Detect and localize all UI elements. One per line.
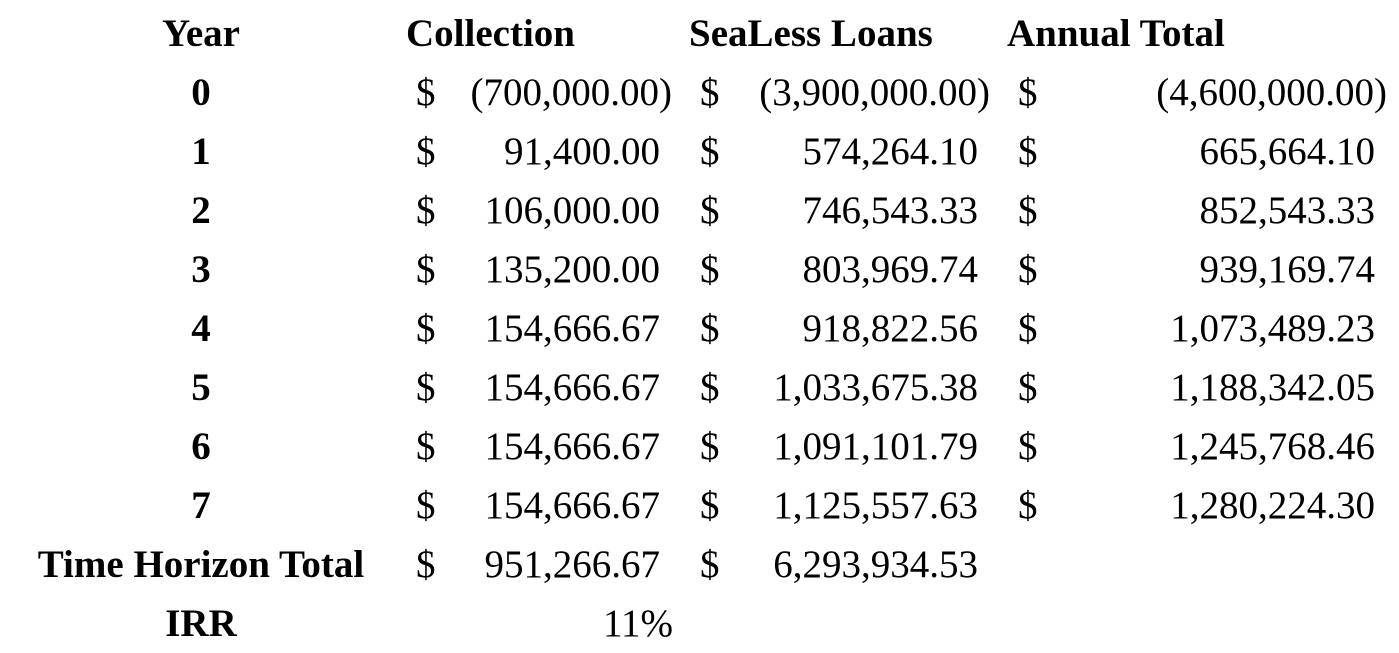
year-cell: 6 <box>191 425 211 468</box>
collection-cell: 154,666.67 <box>484 484 661 527</box>
year-cell: 3 <box>191 248 211 291</box>
currency-symbol: $ <box>1018 307 1038 350</box>
table-row: 2 $ 106,000.00 $ 746,543.33 $ 852,543.33 <box>0 181 1399 240</box>
collection-cell: (700,000.00) <box>470 71 672 114</box>
header-annual-total: Annual Total <box>1007 12 1225 55</box>
currency-symbol: $ <box>1018 484 1038 527</box>
currency-symbol: $ <box>700 248 720 291</box>
sealess-cell: 574,264.10 <box>802 130 979 173</box>
currency-symbol: $ <box>416 248 436 291</box>
table-row: 3 $ 135,200.00 $ 803,969.74 $ 939,169.74 <box>0 240 1399 299</box>
irr-label: IRR <box>165 602 237 645</box>
irr-row: IRR 11% <box>0 594 1399 653</box>
currency-symbol: $ <box>416 543 436 586</box>
currency-symbol: $ <box>700 484 720 527</box>
collection-cell: 154,666.67 <box>484 307 661 350</box>
irr-value: 11% <box>602 602 673 645</box>
total-label: Time Horizon Total <box>37 543 365 586</box>
annual-total-cell: 939,169.74 <box>1199 248 1376 291</box>
currency-symbol: $ <box>416 130 436 173</box>
annual-total-cell: 1,073,489.23 <box>1170 307 1375 350</box>
year-cell: 2 <box>191 189 211 232</box>
table-row: 6 $ 154,666.67 $ 1,091,101.79 $ 1,245,76… <box>0 417 1399 476</box>
currency-symbol: $ <box>416 425 436 468</box>
sealess-cell: 1,033,675.38 <box>773 366 978 409</box>
sealess-cell: (3,900,000.00) <box>759 71 990 114</box>
currency-symbol: $ <box>700 543 720 586</box>
currency-symbol: $ <box>416 366 436 409</box>
annual-total-cell: 1,245,768.46 <box>1170 425 1375 468</box>
year-cell: 1 <box>191 130 211 173</box>
total-collection-cell: 951,266.67 <box>484 543 661 586</box>
currency-symbol: $ <box>700 189 720 232</box>
sealess-cell: 918,822.56 <box>802 307 979 350</box>
annual-total-cell: 1,188,342.05 <box>1170 366 1375 409</box>
table-row: 1 $ 91,400.00 $ 574,264.10 $ 665,664.10 <box>0 122 1399 181</box>
total-row: Time Horizon Total $ 951,266.67 $ 6,293,… <box>0 535 1399 594</box>
currency-symbol: $ <box>700 366 720 409</box>
year-cell: 5 <box>191 366 211 409</box>
year-cell: 0 <box>191 71 211 114</box>
collection-cell: 135,200.00 <box>484 248 661 291</box>
collection-cell: 91,400.00 <box>504 130 660 173</box>
table-row: 4 $ 154,666.67 $ 918,822.56 $ 1,073,489.… <box>0 299 1399 358</box>
sealess-cell: 1,091,101.79 <box>773 425 978 468</box>
collection-cell: 154,666.67 <box>484 366 661 409</box>
annual-total-cell: 852,543.33 <box>1199 189 1376 232</box>
year-cell: 4 <box>191 307 211 350</box>
currency-symbol: $ <box>700 307 720 350</box>
currency-symbol: $ <box>1018 71 1038 114</box>
annual-total-cell: (4,600,000.00) <box>1156 71 1387 114</box>
collection-cell: 154,666.67 <box>484 425 661 468</box>
currency-symbol: $ <box>1018 425 1038 468</box>
annual-total-cell: 1,280,224.30 <box>1170 484 1375 527</box>
currency-symbol: $ <box>1018 248 1038 291</box>
table-row: 0 $ (700,000.00) $ (3,900,000.00) $ (4,6… <box>0 63 1399 122</box>
table-row: 5 $ 154,666.67 $ 1,033,675.38 $ 1,188,34… <box>0 358 1399 417</box>
currency-symbol: $ <box>1018 189 1038 232</box>
currency-symbol: $ <box>700 425 720 468</box>
header-collection: Collection <box>406 12 575 55</box>
collection-cell: 106,000.00 <box>484 189 661 232</box>
sealess-cell: 746,543.33 <box>802 189 979 232</box>
header-row: Year Collection SeaLess Loans Annual Tot… <box>0 4 1399 63</box>
currency-symbol: $ <box>416 189 436 232</box>
currency-symbol: $ <box>1018 366 1038 409</box>
total-sealess-cell: 6,293,934.53 <box>773 543 978 586</box>
currency-symbol: $ <box>416 71 436 114</box>
currency-symbol: $ <box>700 71 720 114</box>
currency-symbol: $ <box>416 484 436 527</box>
year-cell: 7 <box>191 484 211 527</box>
currency-symbol: $ <box>1018 130 1038 173</box>
currency-symbol: $ <box>416 307 436 350</box>
header-year: Year <box>162 12 240 55</box>
annual-total-cell: 665,664.10 <box>1199 130 1376 173</box>
sealess-cell: 1,125,557.63 <box>773 484 978 527</box>
currency-symbol: $ <box>700 130 720 173</box>
sealess-cell: 803,969.74 <box>802 248 979 291</box>
header-sealess-loans: SeaLess Loans <box>689 12 933 55</box>
table-row: 7 $ 154,666.67 $ 1,125,557.63 $ 1,280,22… <box>0 476 1399 535</box>
